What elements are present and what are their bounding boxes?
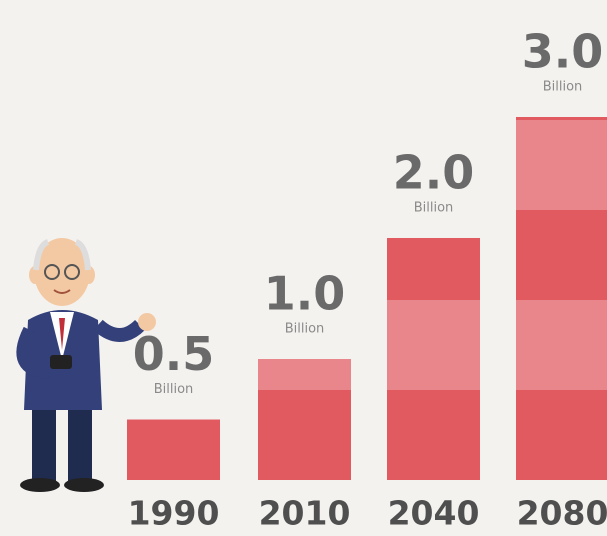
unit-label: Billion bbox=[285, 322, 325, 337]
unit-label: Billion bbox=[543, 80, 583, 95]
value-label: 1.0 bbox=[264, 267, 346, 321]
presenter-illustration bbox=[16, 238, 156, 492]
bar bbox=[387, 238, 480, 480]
unit-label: Billion bbox=[414, 201, 454, 216]
value-label: 2.0 bbox=[393, 146, 475, 200]
unit-label: Billion bbox=[154, 382, 194, 397]
value-label: 0.5 bbox=[133, 327, 215, 381]
bar bbox=[258, 359, 351, 480]
bar bbox=[516, 117, 607, 480]
x-tick-label: 2040 bbox=[388, 494, 480, 533]
value-label: 3.0 bbox=[522, 25, 604, 79]
x-tick-label: 2010 bbox=[259, 494, 351, 533]
x-tick-label: 1990 bbox=[128, 494, 220, 533]
bar bbox=[127, 419, 220, 480]
x-tick-label: 2080 bbox=[517, 494, 607, 533]
